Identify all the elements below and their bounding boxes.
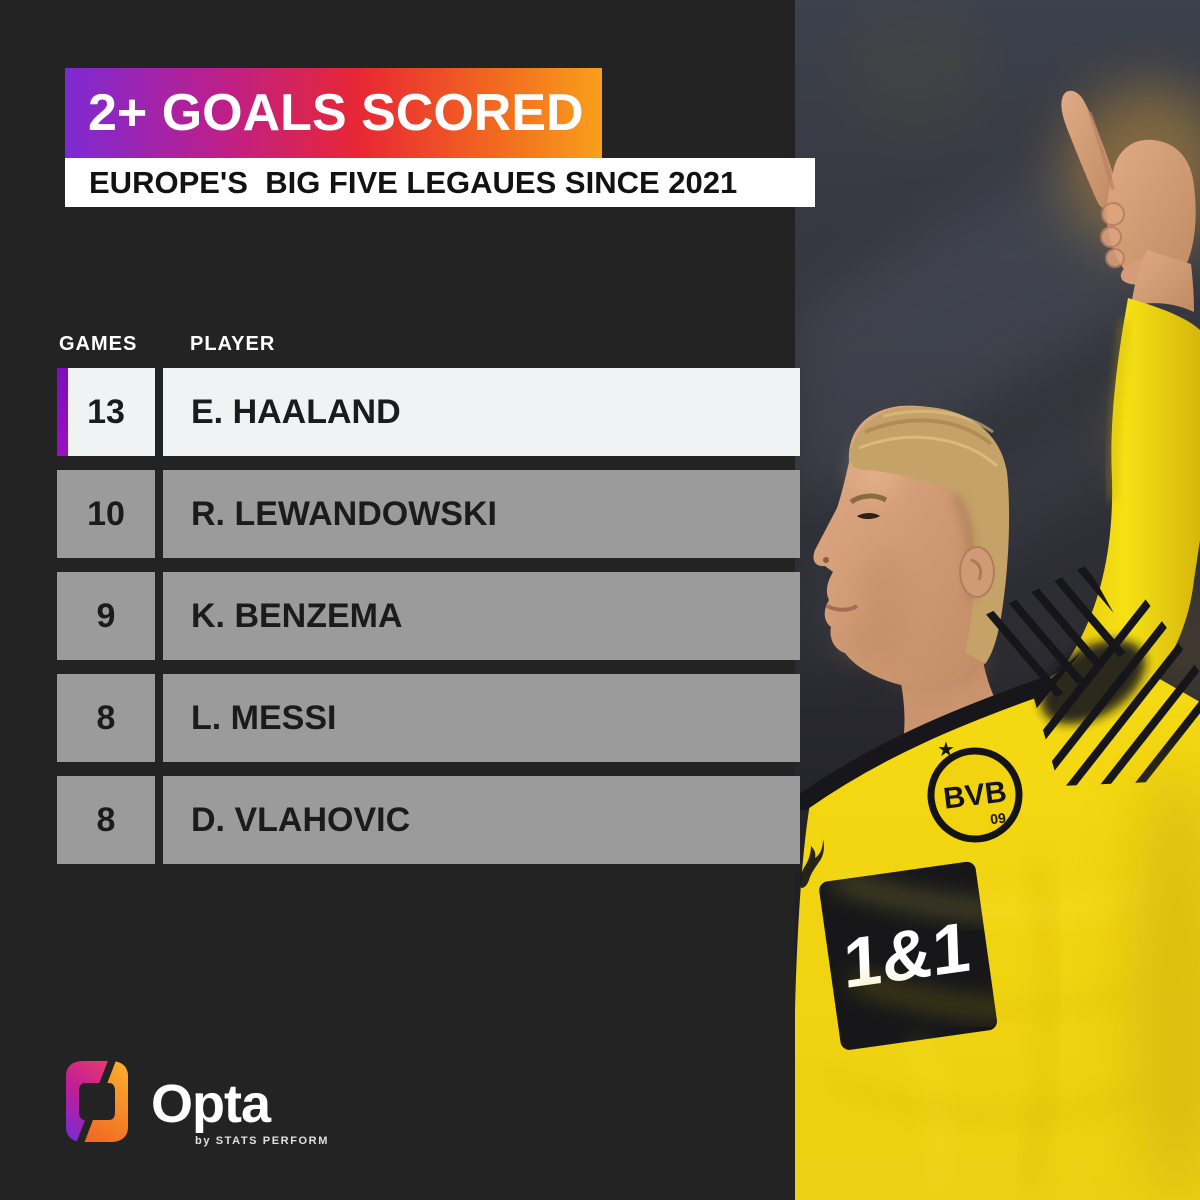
title-banner: 2+ GOALS SCORED [65,68,602,158]
page-title: 2+ GOALS SCORED [88,84,584,142]
table-rows: 13 E. HAALAND 10 R. LEWANDOWSKI 9 K. BEN… [57,368,800,878]
column-header-games: GAMES [59,333,138,355]
games-cell: 8 [57,674,155,762]
branding: Opta by STATS PERFORM [65,1060,329,1147]
games-cell: 10 [57,470,155,558]
page-subtitle: EUROPE'S BIG FIVE LEGAUES SINCE 2021 [89,164,738,200]
games-cell: 8 [57,776,155,864]
games-value: 8 [96,800,116,839]
haaland-photo-illustration: BVB 09 ★ 1&1 [794,0,1200,1200]
opta-logo-icon [66,1061,128,1142]
jersey-shading [823,760,1200,1200]
player-cell: R. LEWANDOWSKI [163,470,800,558]
hair [849,406,1010,664]
player-cell: K. BENZEMA [163,572,800,660]
jersey-collar [794,678,1050,811]
badge-star-icon: ★ [937,737,955,761]
badge-text: BVB [942,775,1009,815]
table-header: GAMES PLAYER [57,333,800,359]
games-value: 9 [96,596,116,635]
bvb-badge: BVB 09 [927,747,1023,843]
games-cell: 13 [57,368,155,456]
table-row: 8 L. MESSI [57,674,800,762]
jersey-torso [795,657,1200,1200]
player-head [813,405,1010,689]
column-header-player: PLAYER [190,333,276,355]
table-row: 8 D. VLAHOVIC [57,776,800,864]
games-cell: 9 [57,572,155,660]
games-value: 8 [96,698,116,737]
player-cell: E. HAALAND [163,368,800,456]
opta-wordmark: Opta [151,1074,271,1134]
jersey-sponsor-patch: 1&1 [819,861,998,1050]
table-row: 9 K. BENZEMA [57,572,800,660]
stats-perform-label: by STATS PERFORM [195,1134,329,1147]
player-name: R. LEWANDOWSKI [191,494,497,533]
player-photo: BVB 09 ★ 1&1 [794,0,1200,1200]
table-row: 13 E. HAALAND [57,368,800,456]
subtitle-banner: EUROPE'S BIG FIVE LEGAUES SINCE 2021 [65,158,815,207]
brand-text: Opta by STATS PERFORM [151,1060,329,1147]
table-row: 10 R. LEWANDOWSKI [57,470,800,558]
raised-hand [1061,90,1196,312]
badge-number: 09 [989,809,1007,827]
player-name: E. HAALAND [191,392,401,431]
games-value: 13 [87,392,125,431]
player-name: D. VLAHOVIC [191,800,411,839]
jersey-sleeve [1063,298,1200,706]
player-cell: L. MESSI [163,674,800,762]
player-cell: D. VLAHOVIC [163,776,800,864]
player-name: K. BENZEMA [191,596,403,635]
puma-logo-icon [800,839,824,888]
games-value: 10 [87,494,125,533]
player-name: L. MESSI [191,698,337,737]
